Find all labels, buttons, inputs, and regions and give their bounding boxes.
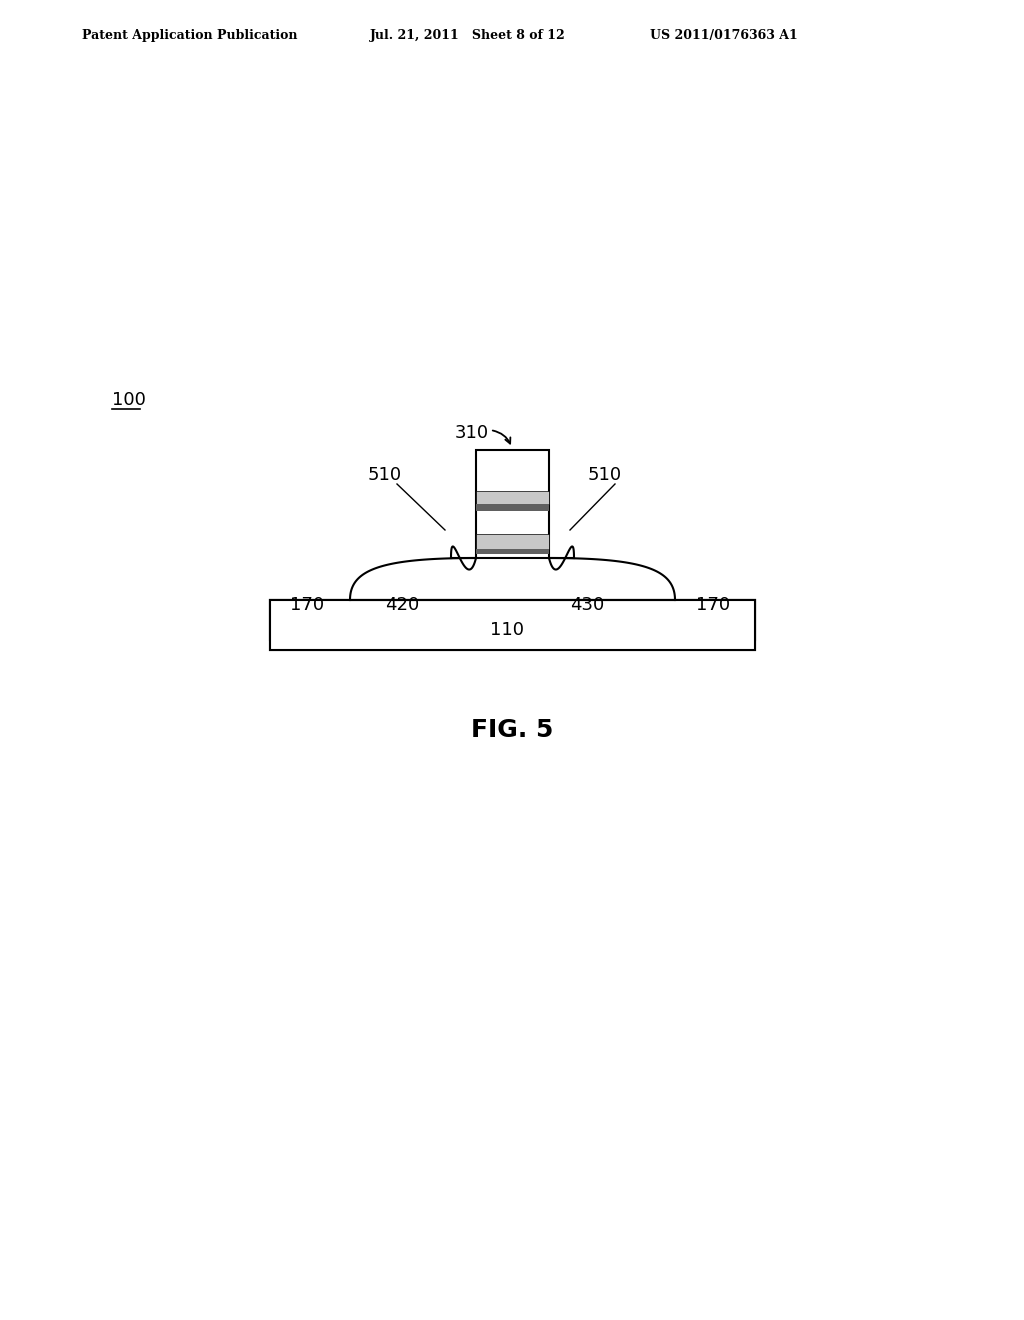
Text: 170: 170 xyxy=(290,597,325,614)
Bar xyxy=(270,601,755,649)
Text: 100: 100 xyxy=(112,391,145,409)
Bar xyxy=(270,601,755,649)
Text: 510: 510 xyxy=(368,466,402,484)
Bar xyxy=(476,535,549,549)
Text: Patent Application Publication: Patent Application Publication xyxy=(82,29,298,41)
Text: 430: 430 xyxy=(570,597,604,614)
Text: 110: 110 xyxy=(490,620,524,639)
Text: Jul. 21, 2011   Sheet 8 of 12: Jul. 21, 2011 Sheet 8 of 12 xyxy=(370,29,565,41)
Bar xyxy=(476,504,549,511)
Bar xyxy=(675,601,755,640)
Bar xyxy=(476,549,549,554)
Bar xyxy=(476,450,549,558)
Bar xyxy=(476,491,549,504)
Text: 170: 170 xyxy=(696,597,730,614)
Text: 510: 510 xyxy=(588,466,623,484)
Text: 420: 420 xyxy=(385,597,419,614)
Text: 310: 310 xyxy=(455,424,489,442)
Text: US 2011/0176363 A1: US 2011/0176363 A1 xyxy=(650,29,798,41)
Text: FIG. 5: FIG. 5 xyxy=(471,718,553,742)
Bar xyxy=(270,601,350,640)
